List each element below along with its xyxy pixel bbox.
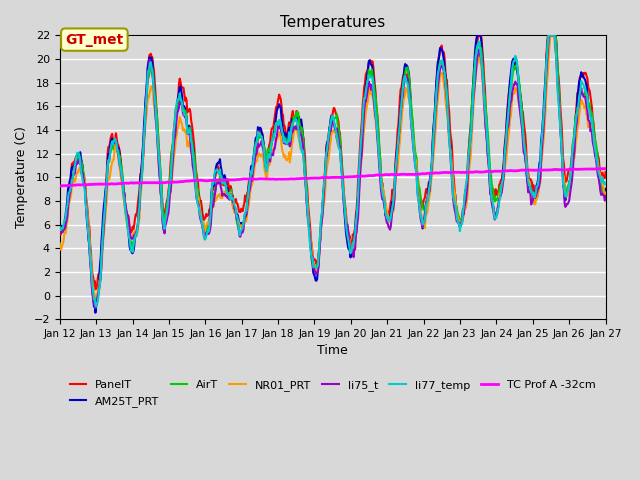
li77_temp — [123, 216, 131, 222]
li75_t — [400, 84, 408, 89]
AirT — [178, 102, 186, 108]
PanelT — [66, 186, 74, 192]
NR01_PRT — [56, 240, 63, 246]
Line: AirT: AirT — [60, 36, 605, 306]
AM25T_PRT — [474, 33, 481, 38]
NR01_PRT — [602, 190, 609, 195]
AirT — [207, 218, 214, 224]
PanelT — [416, 194, 424, 200]
AM25T_PRT — [66, 179, 74, 184]
li75_t — [66, 192, 74, 197]
AM25T_PRT — [416, 197, 424, 203]
li75_t — [416, 208, 424, 214]
NR01_PRT — [123, 216, 131, 222]
PanelT — [475, 33, 483, 38]
TC Prof A -32cm — [207, 178, 214, 183]
AirT — [416, 186, 424, 192]
PanelT — [207, 200, 214, 205]
AM25T_PRT — [56, 226, 63, 231]
li75_t — [545, 33, 553, 38]
li77_temp — [207, 208, 214, 214]
NR01_PRT — [400, 96, 408, 102]
Y-axis label: Temperature (C): Temperature (C) — [15, 126, 28, 228]
NR01_PRT — [178, 121, 186, 127]
NR01_PRT — [547, 33, 555, 38]
Legend: PanelT, AM25T_PRT, AirT, NR01_PRT, li75_t, li77_temp, TC Prof A -32cm: PanelT, AM25T_PRT, AirT, NR01_PRT, li75_… — [65, 376, 600, 411]
PanelT — [123, 211, 131, 216]
li77_temp — [92, 303, 100, 309]
TC Prof A -32cm — [57, 183, 65, 189]
AM25T_PRT — [178, 93, 186, 98]
Line: li75_t: li75_t — [60, 36, 605, 308]
li77_temp — [400, 80, 408, 85]
AirT — [66, 191, 74, 197]
AirT — [400, 77, 408, 83]
AM25T_PRT — [400, 72, 408, 78]
NR01_PRT — [66, 199, 74, 204]
NR01_PRT — [207, 212, 214, 218]
PanelT — [56, 230, 63, 236]
Title: Temperatures: Temperatures — [280, 15, 385, 30]
li77_temp — [602, 180, 609, 186]
Line: li77_temp: li77_temp — [60, 36, 605, 306]
PanelT — [92, 287, 99, 292]
X-axis label: Time: Time — [317, 345, 348, 358]
NR01_PRT — [416, 202, 424, 208]
PanelT — [178, 84, 186, 90]
AM25T_PRT — [207, 204, 214, 210]
TC Prof A -32cm — [416, 171, 424, 177]
AirT — [56, 224, 63, 230]
li75_t — [92, 305, 99, 311]
TC Prof A -32cm — [67, 182, 74, 188]
li75_t — [123, 209, 131, 215]
NR01_PRT — [92, 295, 99, 300]
Line: TC Prof A -32cm: TC Prof A -32cm — [60, 168, 605, 186]
AirT — [92, 303, 99, 309]
TC Prof A -32cm — [123, 180, 131, 186]
TC Prof A -32cm — [602, 166, 609, 171]
AirT — [123, 209, 131, 215]
AM25T_PRT — [92, 310, 99, 316]
Line: AM25T_PRT: AM25T_PRT — [60, 36, 605, 313]
TC Prof A -32cm — [178, 179, 186, 185]
li75_t — [207, 222, 214, 228]
li77_temp — [178, 101, 186, 107]
Line: NR01_PRT: NR01_PRT — [60, 36, 605, 298]
AM25T_PRT — [123, 216, 131, 222]
TC Prof A -32cm — [56, 183, 63, 189]
AirT — [545, 33, 552, 38]
AirT — [602, 192, 609, 197]
li77_temp — [56, 227, 63, 233]
li77_temp — [416, 205, 424, 211]
li75_t — [602, 193, 609, 199]
li75_t — [56, 227, 63, 233]
PanelT — [602, 169, 609, 175]
AM25T_PRT — [602, 186, 609, 192]
PanelT — [400, 72, 408, 78]
TC Prof A -32cm — [400, 171, 408, 177]
li75_t — [178, 102, 186, 108]
li77_temp — [66, 189, 74, 195]
Line: PanelT: PanelT — [60, 36, 605, 289]
Text: GT_met: GT_met — [65, 33, 124, 47]
li77_temp — [545, 33, 552, 38]
